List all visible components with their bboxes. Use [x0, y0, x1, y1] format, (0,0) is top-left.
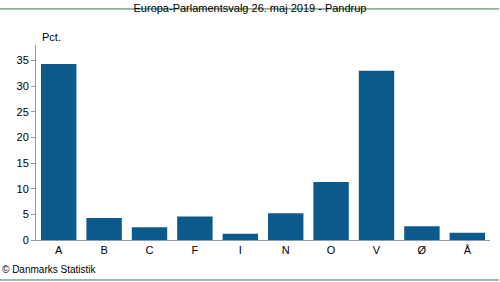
svg-text:I: I	[239, 244, 242, 256]
svg-text:N: N	[282, 244, 290, 256]
svg-text:Pct.: Pct.	[42, 31, 61, 43]
svg-text:C: C	[146, 244, 154, 256]
svg-text:Ø: Ø	[418, 244, 427, 256]
svg-text:B: B	[100, 244, 107, 256]
svg-text:Europa-Parlamentsvalg 26. maj: Europa-Parlamentsvalg 26. maj 2019 - Pan…	[134, 2, 367, 14]
svg-text:V: V	[373, 244, 381, 256]
svg-text:35: 35	[17, 54, 29, 66]
svg-text:15: 15	[17, 157, 29, 169]
svg-text:30: 30	[17, 80, 29, 92]
svg-text:5: 5	[23, 208, 29, 220]
svg-text:10: 10	[17, 183, 29, 195]
svg-text:O: O	[327, 244, 336, 256]
svg-text:© Danmarks Statistik: © Danmarks Statistik	[2, 264, 97, 275]
svg-text:Å: Å	[464, 244, 472, 256]
svg-text:20: 20	[17, 131, 29, 143]
svg-text:25: 25	[17, 106, 29, 118]
svg-text:F: F	[192, 244, 199, 256]
svg-text:A: A	[55, 244, 63, 256]
svg-text:0: 0	[23, 234, 29, 246]
